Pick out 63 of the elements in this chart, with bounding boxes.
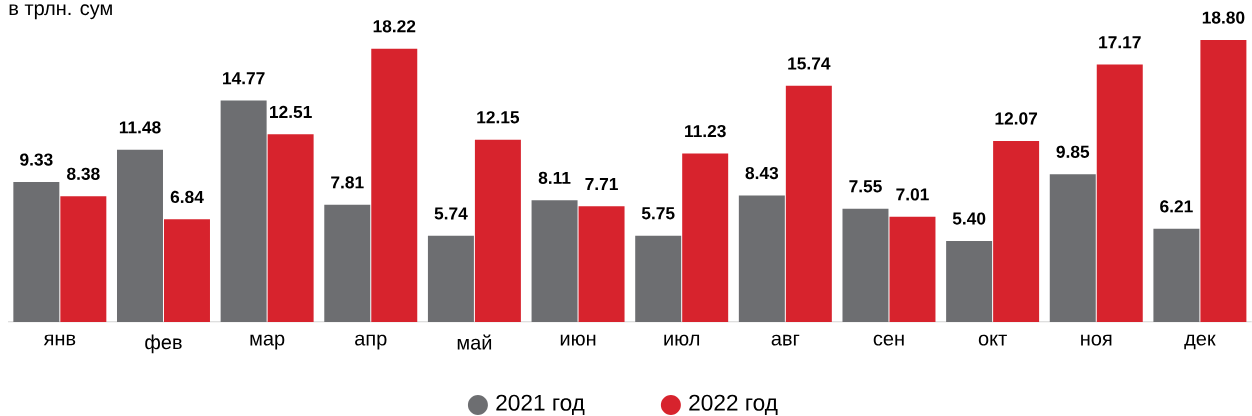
bar [842, 208, 889, 322]
x-tick-label: фев [145, 334, 182, 354]
data-label: 7.71 [585, 178, 618, 191]
data-label: 17.17 [1099, 36, 1141, 49]
data-label: 12.15 [477, 111, 520, 124]
legend-label: 2022 год [689, 394, 778, 416]
x-tick-label: июн [560, 334, 596, 346]
bar [220, 100, 267, 322]
data-label: 15.74 [788, 57, 831, 70]
data-label: 18.22 [373, 20, 416, 33]
data-label: 7.81 [331, 176, 364, 189]
x-tick-label: сен [873, 334, 904, 346]
x-tick-label: ноя [1081, 334, 1112, 346]
bar [427, 235, 474, 322]
data-label: 5.74 [434, 207, 468, 220]
data-label: 8.11 [538, 171, 571, 185]
bar [474, 139, 521, 322]
x-tick-label: мар [250, 334, 285, 350]
bar [889, 216, 936, 322]
data-label: 6.21 [1160, 200, 1193, 213]
bar [682, 153, 729, 322]
data-label: 7.55 [849, 180, 882, 193]
data-label: 18.80 [1202, 11, 1245, 24]
bar [13, 182, 60, 322]
bar [531, 200, 578, 322]
data-label: 14.77 [223, 72, 265, 85]
bar [635, 235, 682, 322]
bar [371, 48, 418, 322]
bar [993, 140, 1040, 322]
data-label: 5.75 [641, 207, 675, 220]
bar [946, 240, 993, 322]
y-axis-title: в трлн. сум [9, 4, 112, 20]
data-label: 7.01 [896, 188, 929, 201]
bar [1049, 174, 1096, 322]
x-tick-label: апр [355, 334, 387, 350]
x-tick-label: дек [1184, 334, 1216, 350]
bar [578, 206, 625, 322]
bar [267, 134, 314, 322]
legend-label: 2021 год [496, 394, 585, 416]
data-label: 9.33 [20, 153, 53, 166]
x-tick-label: май [457, 334, 492, 350]
data-label: 5.40 [952, 212, 986, 225]
bar [738, 195, 785, 322]
x-tick-label: июл [664, 334, 700, 346]
x-tick-label: янв [43, 334, 76, 346]
data-label: 12.07 [995, 112, 1038, 125]
data-label: 12.51 [270, 105, 312, 119]
bar [785, 85, 832, 322]
bar [163, 219, 210, 322]
data-label: 11.23 [685, 124, 726, 138]
bar [60, 196, 107, 322]
data-label: 9.85 [1056, 145, 1090, 158]
bar [1200, 40, 1247, 322]
x-tick-label: окт [978, 334, 1007, 346]
bar [324, 204, 371, 322]
data-label: 11.48 [119, 121, 161, 134]
data-label: 8.43 [745, 166, 779, 180]
x-tick-label: авг [771, 334, 800, 346]
bar [116, 149, 163, 322]
data-label: 6.84 [170, 190, 204, 204]
data-label: 8.38 [67, 167, 100, 181]
bar [1096, 64, 1143, 322]
bar [1153, 228, 1200, 322]
